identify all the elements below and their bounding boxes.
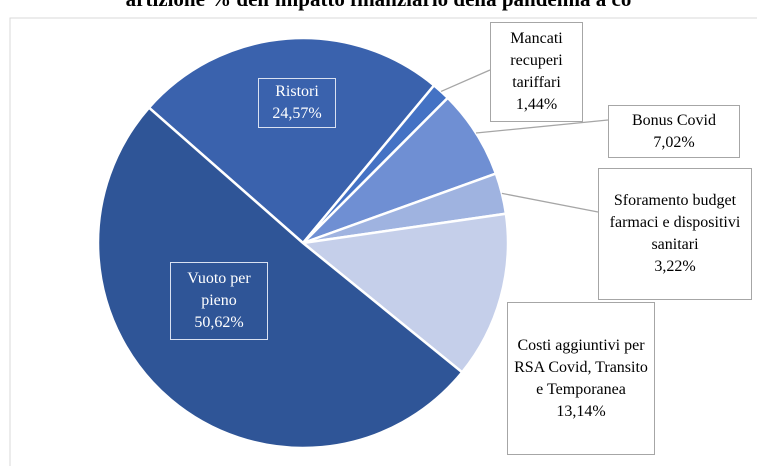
data-label: Sforamento budget farmaci e dispositivi … xyxy=(598,168,752,300)
data-label: Ristori 24,57% xyxy=(258,78,336,128)
label-value: 24,57% xyxy=(272,105,322,122)
label-value: 1,44% xyxy=(515,96,558,113)
label-value: 3,22% xyxy=(654,258,696,275)
label-name: Mancati recuperi tariffari xyxy=(510,30,563,91)
data-label: Bonus Covid 7,02% xyxy=(608,105,740,158)
label-name: Vuoto per pieno xyxy=(187,270,251,309)
data-label: Mancati recuperi tariffari 1,44% xyxy=(490,22,583,122)
label-name: Bonus Covid xyxy=(631,111,716,129)
leader-line xyxy=(440,69,491,93)
leader-line xyxy=(475,119,609,134)
label-value: 7,02% xyxy=(653,133,695,151)
data-label: Costi aggiuntivi per RSA Covid, Transito… xyxy=(507,302,655,455)
leader-line xyxy=(501,192,599,213)
label-name: Ristori xyxy=(275,83,319,100)
data-label: Vuoto per pieno 50,62% xyxy=(170,262,268,340)
pie-slice xyxy=(96,105,464,450)
label-value: 13,14% xyxy=(556,402,606,420)
chart-frame xyxy=(9,17,757,466)
chart-title: artizione % dell'impatto finanziario del… xyxy=(0,0,757,12)
pie-slice xyxy=(147,36,436,245)
label-name: Sforamento budget farmaci e dispositivi … xyxy=(609,192,741,253)
pie-slice xyxy=(299,212,510,375)
label-name: Costi aggiuntivi per RSA Covid, Transito… xyxy=(514,336,648,398)
label-value: 50,62% xyxy=(194,314,244,331)
